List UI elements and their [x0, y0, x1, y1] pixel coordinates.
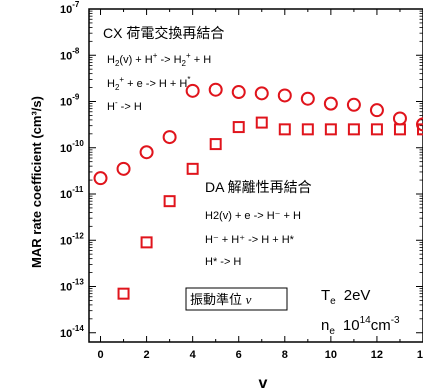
- x-tick-label: 6: [236, 349, 242, 361]
- ne-label: ne 1014cm-3: [321, 315, 400, 337]
- x-tick-label: 4: [190, 349, 197, 361]
- vib-level-label: 振動準位 v: [190, 292, 252, 307]
- da-point: [232, 121, 245, 134]
- data-markers: [93, 82, 423, 300]
- vib-level-text: 振動準位: [190, 292, 246, 307]
- da-point: [324, 123, 337, 136]
- y-tick-label: 10-11: [60, 185, 84, 201]
- cx-point: [346, 97, 361, 112]
- da-point: [140, 236, 153, 249]
- da-point: [186, 162, 199, 175]
- da-point: [370, 123, 383, 136]
- cx-point: [254, 86, 269, 101]
- x-tick-label: 12: [371, 349, 383, 361]
- cx-point: [93, 171, 108, 186]
- cx-point: [139, 145, 154, 160]
- cx-point: [300, 91, 315, 106]
- vib-level-symbol: v: [246, 292, 252, 307]
- plot-area: [88, 8, 423, 343]
- cx-point: [116, 161, 131, 176]
- da-point: [417, 123, 423, 136]
- cx-title: CX 荷電交換再結合: [103, 25, 224, 41]
- cx-reaction-line: H2(v) + H+ -> H2+ + H: [107, 51, 211, 68]
- x-tick-label: 2: [144, 349, 150, 361]
- y-tick-label: 10-10: [60, 139, 84, 155]
- cx-reaction-line: H2+ + e -> H + H*: [107, 75, 190, 92]
- cx-point: [277, 88, 292, 103]
- da-point: [347, 123, 360, 136]
- cx-point: [392, 111, 407, 126]
- da-title: DA 解離性再結合: [205, 179, 312, 195]
- cx-point: [185, 83, 200, 98]
- y-tick-label: 10-8: [60, 46, 80, 62]
- da-reaction-line: H* -> H: [205, 256, 241, 268]
- y-tick-label: 10-14: [60, 324, 84, 340]
- x-tick-label: 8: [282, 349, 288, 361]
- da-reaction-line: H⁻ + H⁺ -> H + H*: [205, 234, 295, 246]
- cx-reactions: H2(v) + H+ -> H2+ + H H2+ + e -> H + H* H-…: [107, 51, 211, 113]
- x-tick-label: 10: [325, 349, 337, 361]
- cx-point: [162, 130, 177, 145]
- y-tick-label: 10-13: [60, 278, 84, 294]
- da-point: [255, 116, 268, 129]
- te-label: Te 2eV: [321, 287, 370, 307]
- x-tick-label: 14: [417, 349, 423, 361]
- cx-point: [231, 85, 246, 100]
- da-point: [117, 287, 130, 300]
- y-tick-label: 10-12: [60, 231, 84, 247]
- da-point: [163, 195, 176, 208]
- cx-point: [369, 103, 384, 118]
- x-axis-label: v: [259, 375, 268, 391]
- plot-frame: [88, 8, 423, 343]
- y-axis-label: MAR rate coefficient (cm³/s): [29, 96, 44, 268]
- cx-point: [208, 82, 223, 97]
- da-point: [301, 123, 314, 136]
- cx-reaction-line: H- -> H: [107, 98, 142, 113]
- y-tick-label: 10-7: [60, 0, 80, 16]
- x-tick-label: 0: [97, 349, 103, 361]
- x-axis-ticks: 0 2 4 6 8 10 12 14: [97, 9, 423, 361]
- da-point: [209, 138, 222, 151]
- y-tick-label: 10-9: [60, 93, 80, 109]
- cx-point: [323, 96, 338, 111]
- da-reactions: H2(v) + e -> H⁻ + H H⁻ + H⁺ -> H + H* H* -…: [205, 210, 301, 268]
- da-point: [278, 123, 291, 136]
- da-point: [393, 123, 406, 136]
- vib-level-box: [185, 287, 288, 311]
- y-axis-ticks: 10-7 10-8 10-9 10-10 10-11 10-12 10-13 10-14: [60, 0, 423, 340]
- da-reaction-line: H2(v) + e -> H⁻ + H: [205, 210, 301, 222]
